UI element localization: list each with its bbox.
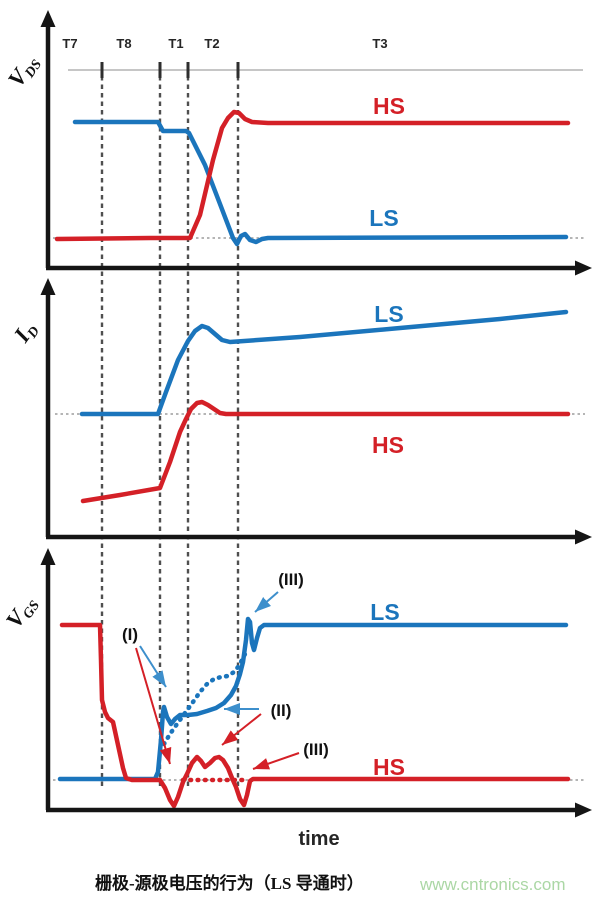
vds-axis-label: VDS xyxy=(3,50,45,93)
id-curves xyxy=(79,309,571,504)
id-x-axis-arrowhead xyxy=(575,529,592,545)
vds-ls-label: LS xyxy=(369,205,398,231)
annotation-ii-red-arrow xyxy=(221,713,262,746)
id-ls-label: LS xyxy=(374,301,403,327)
vgs-hs-label: HS xyxy=(373,754,405,780)
time-marker-lines xyxy=(100,62,240,786)
annotation-i-blue-arrow xyxy=(139,645,167,688)
annotation-i-label: (I) xyxy=(122,625,138,644)
watermark-text: www.cntronics.com xyxy=(419,875,565,894)
timeline-label-t1: T1 xyxy=(168,36,183,51)
vds-hs-solid-curve xyxy=(54,109,571,242)
annotation-iii-bottom-label: (III) xyxy=(303,740,329,759)
figure-caption: 栅极-源极电压的行为（LS 导通时） xyxy=(95,873,364,893)
timeline: T7 T8 T1 T2 T3 xyxy=(62,36,583,786)
id-ls-solid-curve xyxy=(79,309,569,417)
id-y-axis-arrowhead xyxy=(40,278,56,295)
vds-curves xyxy=(54,109,571,247)
annotation-iii-top-blue-arrow xyxy=(254,591,279,613)
vgs-y-axis-arrowhead xyxy=(40,548,56,565)
vgs-curves xyxy=(57,616,571,809)
vgs-x-axis-arrowhead xyxy=(575,802,592,818)
time-axis-label: time xyxy=(298,828,339,850)
vds-ls-solid-curve xyxy=(72,119,569,247)
id-hs-label: HS xyxy=(372,432,404,458)
timeline-label-t2: T2 xyxy=(204,36,219,51)
panel-vgs: VGS (I) (II) (III) (III) LS HS xyxy=(1,548,592,818)
vgs-ls-label: LS xyxy=(370,599,399,625)
vds-y-axis-arrowhead xyxy=(40,10,56,27)
annotation-i-red-arrow xyxy=(135,647,172,765)
panel-vds: VDS HS LS xyxy=(3,10,592,276)
annotation-iii-bottom-red-arrow xyxy=(252,752,300,770)
panel-id: ID LS HS xyxy=(9,278,592,545)
timeline-label-t7: T7 xyxy=(62,36,77,51)
vds-x-axis-arrowhead xyxy=(575,260,592,276)
vgs-ls-dotted-curve xyxy=(161,649,249,747)
timeline-label-t3: T3 xyxy=(372,36,387,51)
vgs-ls-solid-curve xyxy=(57,616,569,782)
annotation-ii-label: (II) xyxy=(271,701,292,720)
vds-hs-label: HS xyxy=(373,93,405,119)
vgs-axis-label: VGS xyxy=(1,591,43,634)
id-hs-solid-curve xyxy=(80,399,571,504)
annotation-iii-top-label: (III) xyxy=(278,570,304,589)
vgs-hs-solid-curve xyxy=(59,622,571,809)
timeline-label-t8: T8 xyxy=(116,36,131,51)
id-axis-label: ID xyxy=(9,317,43,350)
